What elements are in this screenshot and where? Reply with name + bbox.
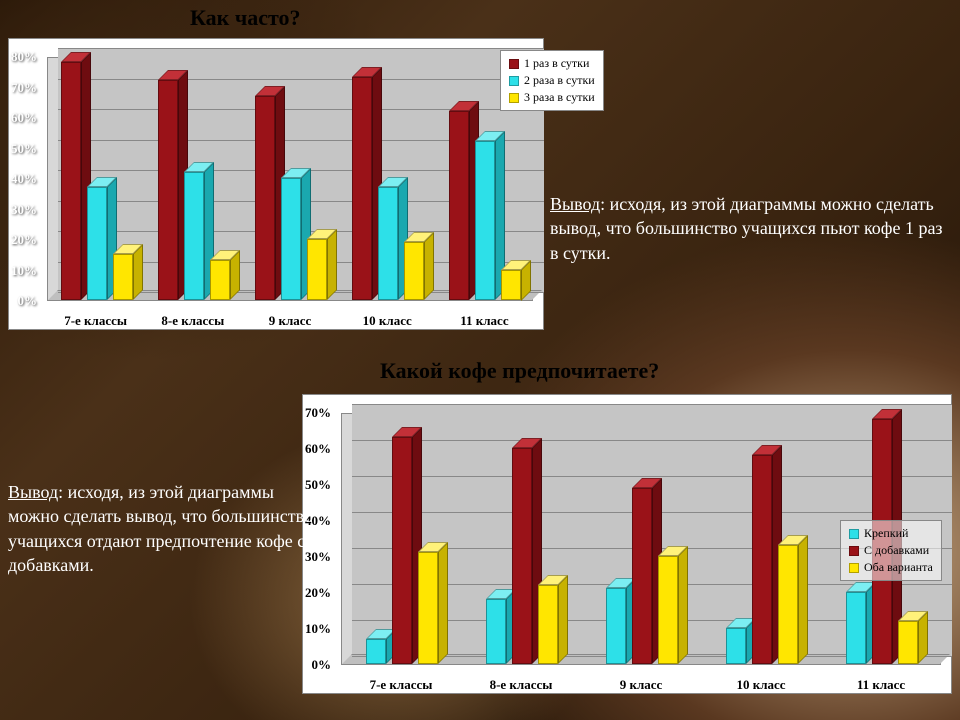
- caption2-prefix: Вывод: [8, 482, 58, 502]
- y-tick-label: 10%: [11, 263, 37, 279]
- bar: [632, 488, 652, 664]
- chart2-caption: Вывод: исходя, из этой диаграммы можно с…: [8, 480, 318, 577]
- y-tick-label: 20%: [11, 232, 37, 248]
- legend-swatch: [849, 546, 859, 556]
- bar: [606, 588, 626, 664]
- y-tick-label: 20%: [305, 585, 331, 601]
- legend-item: С добавками: [849, 542, 933, 559]
- legend-swatch: [509, 59, 519, 69]
- legend-label: С добавками: [864, 543, 929, 558]
- caption1-prefix: Вывод: [550, 194, 600, 214]
- chart2-legend: Крепкий С добавками Оба варианта: [840, 520, 942, 581]
- bar: [352, 77, 372, 300]
- legend-label: Крепкий: [864, 526, 908, 541]
- bar: [475, 141, 495, 300]
- bar: [184, 172, 204, 300]
- x-tick-label: 9 класс: [581, 677, 701, 693]
- bar: [538, 585, 558, 664]
- x-tick-label: 7-е классы: [47, 313, 144, 329]
- x-tick-label: 10 класс: [701, 677, 821, 693]
- x-tick-label: 7-е классы: [341, 677, 461, 693]
- legend-label: Оба варианта: [864, 560, 933, 575]
- legend-item: 1 раз в сутки: [509, 55, 595, 72]
- chart1-title: Как часто?: [190, 5, 301, 31]
- y-tick-label: 60%: [305, 441, 331, 457]
- chart1-plot: [47, 57, 533, 301]
- y-tick-label: 70%: [305, 405, 331, 421]
- legend-item: 3 раза в сутки: [509, 89, 595, 106]
- legend-label: 2 раза в сутки: [524, 73, 595, 88]
- bar: [366, 639, 386, 664]
- x-tick-label: 10 класс: [339, 313, 436, 329]
- legend-label: 1 раз в сутки: [524, 56, 589, 71]
- legend-swatch: [509, 93, 519, 103]
- bar: [512, 448, 532, 664]
- bar: [778, 545, 798, 664]
- bar: [418, 552, 438, 664]
- bar: [87, 187, 107, 300]
- bar: [61, 62, 81, 300]
- x-tick-label: 8-е классы: [144, 313, 241, 329]
- chart1-legend: 1 раз в сутки 2 раза в сутки 3 раза в сутк…: [500, 50, 604, 111]
- bar: [846, 592, 866, 664]
- y-tick-label: 0%: [312, 657, 332, 673]
- bar: [658, 556, 678, 664]
- bar: [281, 178, 301, 300]
- legend-item: 2 раза в сутки: [509, 72, 595, 89]
- y-tick-label: 80%: [11, 49, 37, 65]
- bar: [898, 621, 918, 664]
- legend-label: 3 раза в сутки: [524, 90, 595, 105]
- bar: [378, 187, 398, 300]
- bar: [404, 242, 424, 300]
- legend-item: Крепкий: [849, 525, 933, 542]
- chart1-container: 0% 10% 20% 30% 40% 50% 60% 70% 80% 7-е классы8-е …: [8, 38, 544, 330]
- x-tick-label: 8-е классы: [461, 677, 581, 693]
- bar: [449, 111, 469, 300]
- y-tick-label: 60%: [11, 110, 37, 126]
- chart2-title: Какой кофе предпочитаете?: [380, 358, 659, 384]
- y-tick-label: 40%: [11, 171, 37, 187]
- bar: [392, 437, 412, 664]
- bar: [210, 260, 230, 300]
- y-tick-label: 50%: [11, 141, 37, 157]
- caption1-body: : исходя, из этой диаграммы можно сделат…: [550, 194, 943, 263]
- y-tick-label: 10%: [305, 621, 331, 637]
- bar: [501, 270, 521, 301]
- legend-swatch: [849, 529, 859, 539]
- legend-swatch: [849, 563, 859, 573]
- bar: [158, 80, 178, 300]
- y-tick-label: 0%: [18, 293, 38, 309]
- chart1-caption: Вывод: исходя, из этой диаграммы можно с…: [550, 192, 950, 265]
- bar: [255, 96, 275, 300]
- bar: [752, 455, 772, 664]
- x-tick-label: 9 класс: [241, 313, 338, 329]
- y-tick-label: 30%: [11, 202, 37, 218]
- legend-swatch: [509, 76, 519, 86]
- y-tick-label: 70%: [11, 80, 37, 96]
- x-tick-label: 11 класс: [436, 313, 533, 329]
- bar: [726, 628, 746, 664]
- bar: [307, 239, 327, 300]
- x-tick-label: 11 класс: [821, 677, 941, 693]
- legend-item: Оба варианта: [849, 559, 933, 576]
- bar: [113, 254, 133, 300]
- bar: [486, 599, 506, 664]
